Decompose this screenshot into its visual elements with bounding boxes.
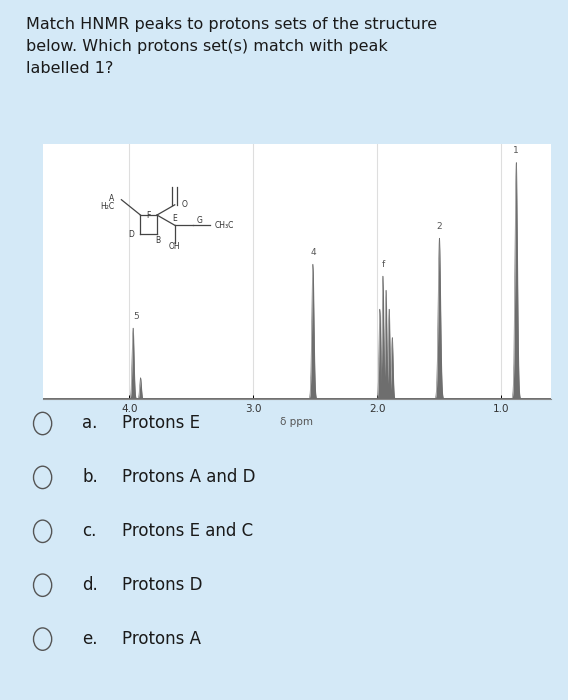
Text: f: f bbox=[381, 260, 385, 269]
Text: Protons E: Protons E bbox=[122, 414, 200, 433]
Text: 2: 2 bbox=[437, 222, 442, 231]
Text: 1: 1 bbox=[513, 146, 519, 155]
Text: 4: 4 bbox=[310, 248, 316, 257]
Text: a.: a. bbox=[82, 414, 98, 433]
Text: b.: b. bbox=[82, 468, 98, 486]
Text: Protons E and C: Protons E and C bbox=[122, 522, 253, 540]
Text: 5: 5 bbox=[133, 312, 139, 321]
Text: d.: d. bbox=[82, 576, 98, 594]
X-axis label: δ ppm: δ ppm bbox=[280, 416, 314, 426]
Text: Protons D: Protons D bbox=[122, 576, 203, 594]
Text: Protons A: Protons A bbox=[122, 630, 201, 648]
Text: Protons A and D: Protons A and D bbox=[122, 468, 256, 486]
Text: Match HNMR peaks to protons sets of the structure
below. Which protons set(s) ma: Match HNMR peaks to protons sets of the … bbox=[26, 18, 437, 76]
Text: c.: c. bbox=[82, 522, 97, 540]
Text: e.: e. bbox=[82, 630, 98, 648]
